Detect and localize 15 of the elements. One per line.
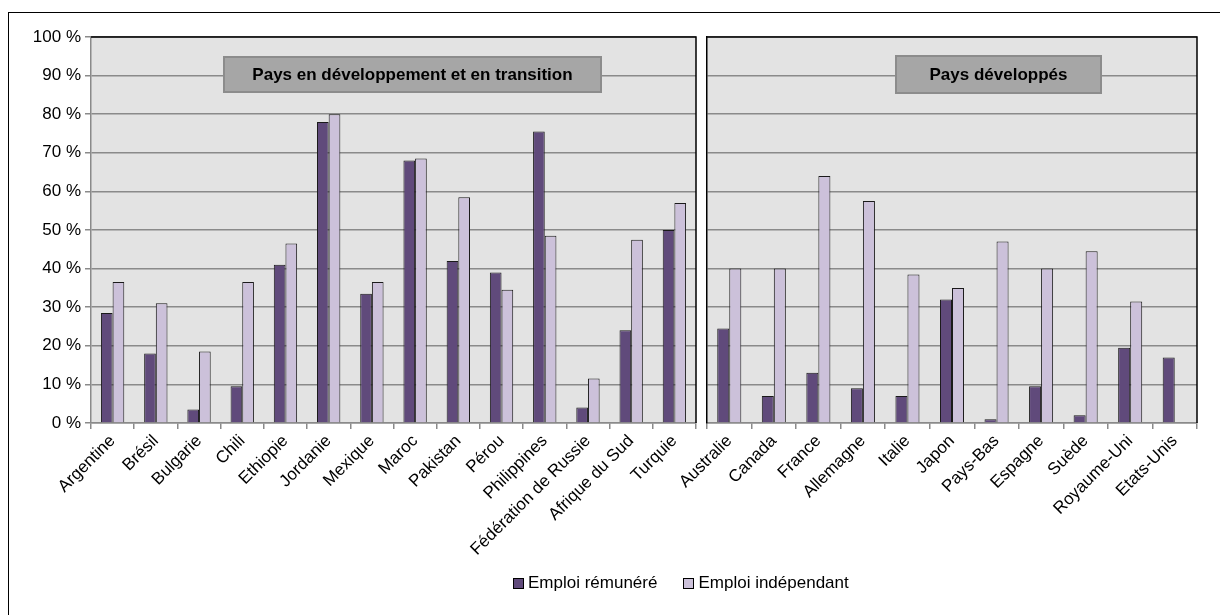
y-tick-label: 70 %	[42, 142, 81, 162]
y-tick-label: 50 %	[42, 219, 81, 239]
y-tick-label: 90 %	[42, 65, 81, 85]
y-tick-label: 80 %	[42, 103, 81, 123]
text: Pays en développement et en transition	[252, 64, 573, 85]
legend-label: Emploi indépendant	[698, 573, 849, 593]
text: Pays développés	[929, 64, 1068, 85]
y-tick-label: 10 %	[42, 374, 81, 394]
y-tick-label: 100 %	[32, 26, 81, 46]
y-tick-label: 30 %	[42, 296, 81, 316]
y-tick-label: 20 %	[42, 335, 81, 355]
y-tick-label: 60 %	[42, 181, 81, 201]
legend-label: Emploi rémunéré	[528, 573, 658, 593]
y-tick-label: 0 %	[51, 412, 81, 432]
y-tick-label: 40 %	[42, 258, 81, 278]
